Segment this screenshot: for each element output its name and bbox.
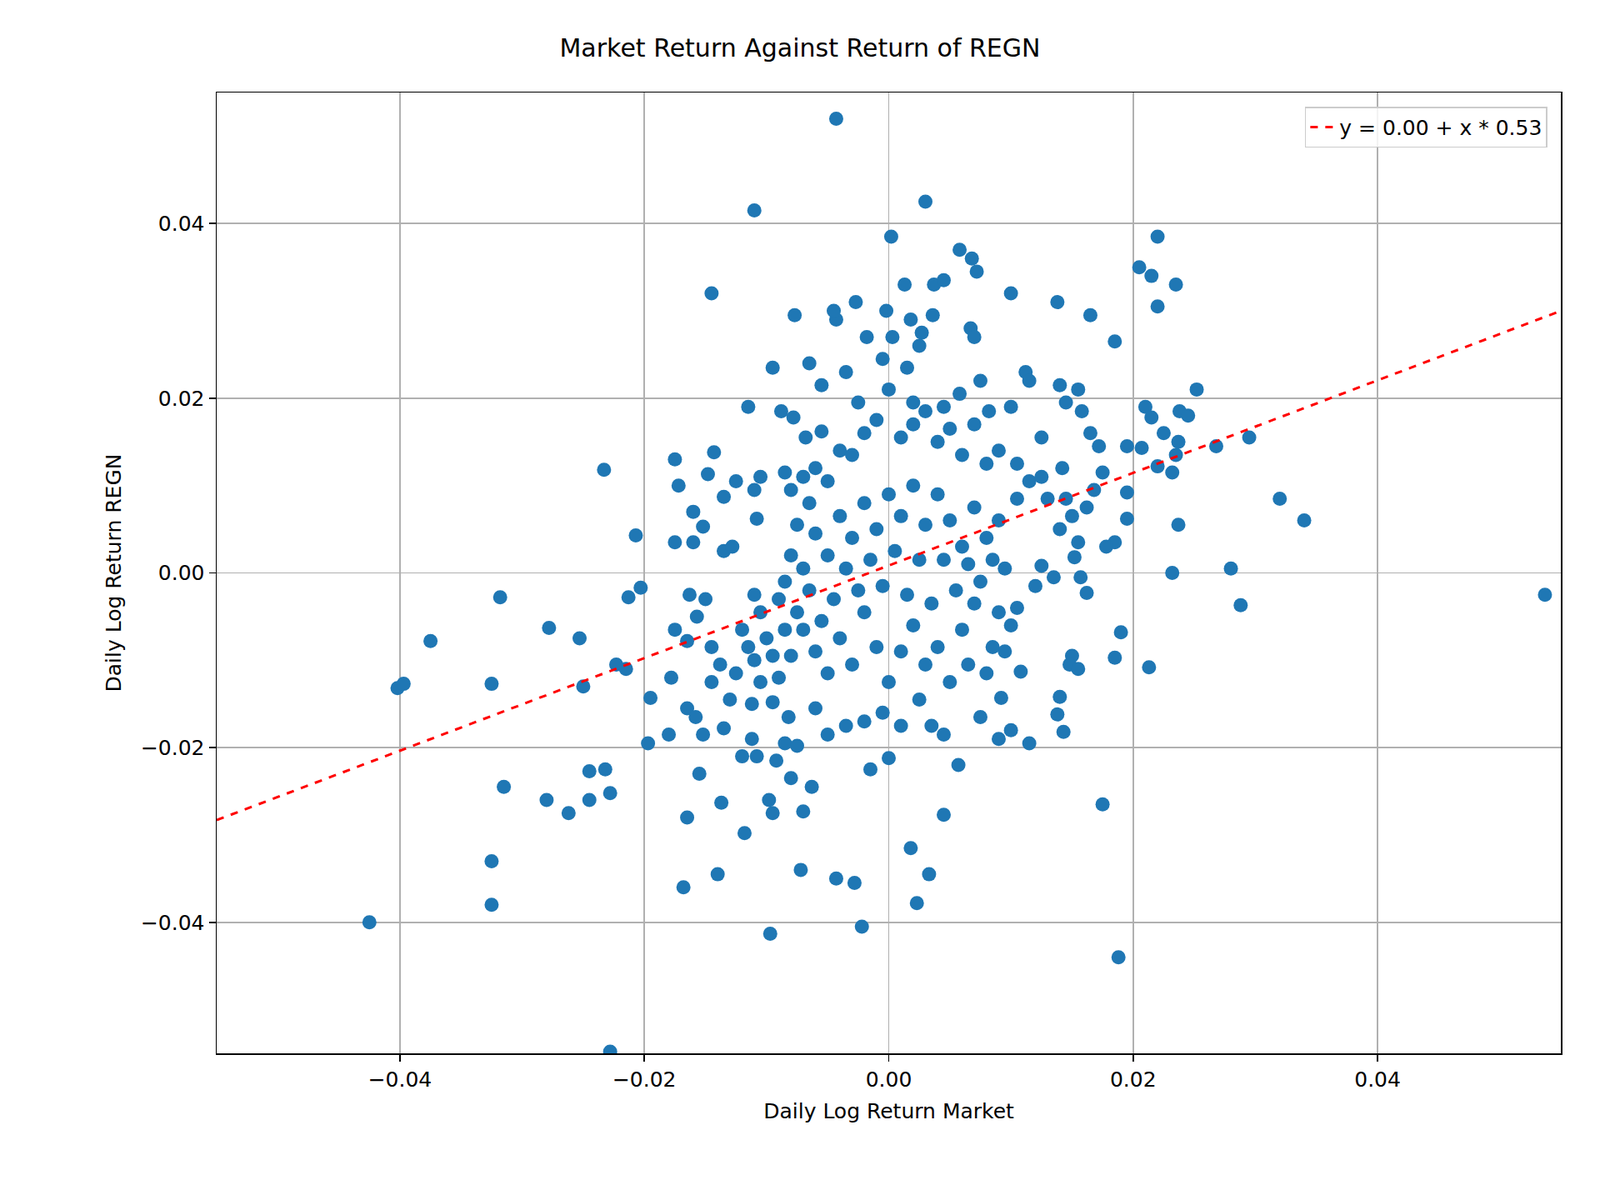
svg-text:0.00: 0.00 xyxy=(865,1067,913,1092)
svg-text:0.02: 0.02 xyxy=(158,386,205,411)
svg-text:0.04: 0.04 xyxy=(158,211,205,236)
svg-text:−0.04: −0.04 xyxy=(368,1067,433,1092)
svg-text:0.00: 0.00 xyxy=(158,560,205,585)
svg-text:−0.04: −0.04 xyxy=(140,910,205,935)
svg-text:0.04: 0.04 xyxy=(1354,1067,1401,1092)
svg-text:−0.02: −0.02 xyxy=(140,735,205,760)
svg-text:−0.02: −0.02 xyxy=(612,1067,677,1092)
svg-text:0.02: 0.02 xyxy=(1110,1067,1157,1092)
svg-text:Daily Log Return REGN: Daily Log Return REGN xyxy=(101,454,126,693)
svg-text:Market Return Against Return o: Market Return Against Return of REGN xyxy=(559,33,1040,63)
svg-text:Daily Log Return Market: Daily Log Return Market xyxy=(763,1099,1015,1124)
svg-text:y = 0.00 + x * 0.53: y = 0.00 + x * 0.53 xyxy=(1339,115,1542,140)
